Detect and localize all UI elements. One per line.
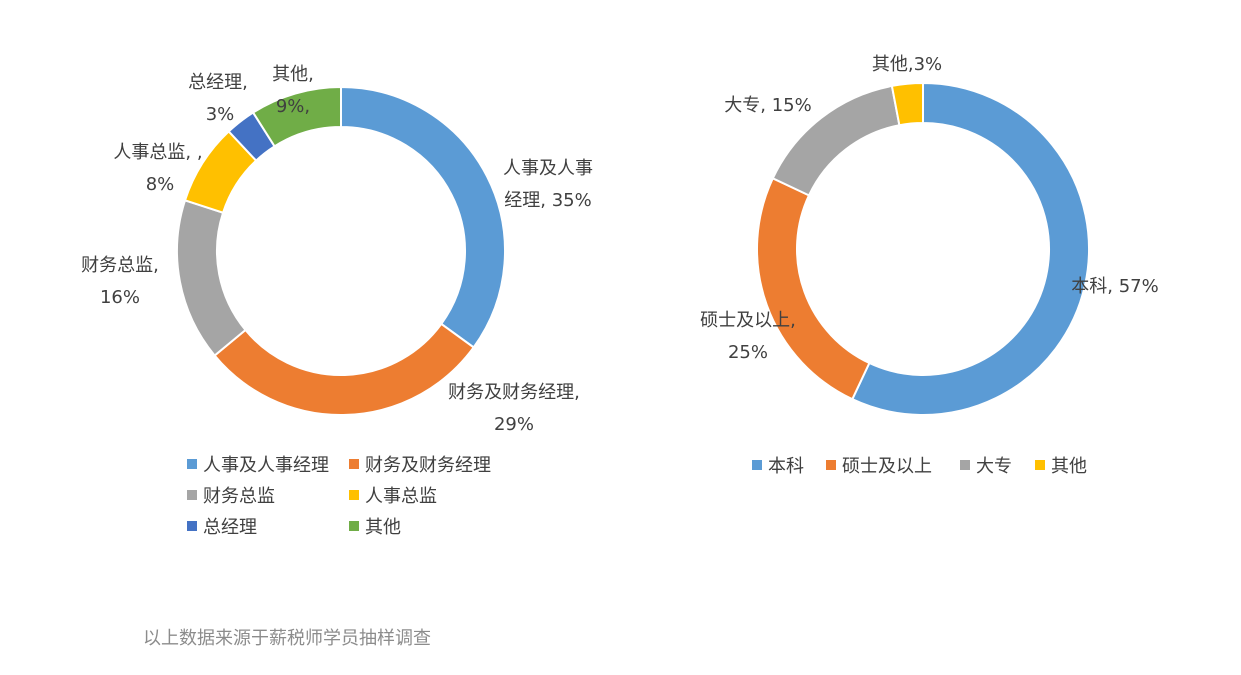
data-label-line: 总经理,: [188, 72, 248, 93]
data-label-line: 9%,: [276, 96, 310, 117]
data-label-3: 人事总监, , 8%: [113, 142, 202, 195]
legend-label: 财务及财务经理: [365, 455, 491, 476]
legend-label: 其他: [365, 517, 401, 538]
data-label-line: 8%: [146, 174, 175, 195]
data-label-1: 财务及财务经理, 29%: [448, 382, 580, 435]
legend-label: 硕士及以上: [842, 456, 932, 477]
data-label-5: 其他, 9%,: [272, 64, 314, 117]
donut-slice-1: [756, 176, 871, 401]
data-label-line: 财务及财务经理,: [448, 382, 580, 403]
data-label-line: 其他,: [272, 64, 314, 85]
legend-swatch: [960, 460, 970, 470]
right-chart-legend: 本科 硕士及以上 大专 其他: [0, 0, 1087, 477]
donut-slice-3: [890, 81, 924, 127]
legend-swatch: [187, 459, 197, 469]
legend-item: 其他: [1035, 452, 1087, 478]
data-label-line: 大专, 15%: [724, 95, 811, 116]
legend-swatch: [1035, 460, 1045, 470]
left-chart-legend: 人事及人事经理 财务及财务经理财务总监 人事总监总经理 其他: [0, 0, 491, 538]
legend-swatch: [349, 521, 359, 531]
data-label-0: 本科, 57%: [1071, 276, 1158, 297]
data-label-3: 其他,3%: [872, 54, 942, 75]
data-label-line: 16%: [100, 287, 140, 308]
donut-slice-0: [850, 81, 1090, 416]
donut-slice-5: [251, 85, 342, 148]
legend-item: 本科: [752, 452, 804, 478]
legend-item: 总经理: [187, 513, 257, 539]
legend-swatch: [349, 459, 359, 469]
legend-label: 总经理: [203, 517, 257, 538]
legend-label: 本科: [768, 456, 804, 477]
legend-item: 人事及人事经理: [187, 451, 329, 477]
data-label-line: 经理, 35%: [504, 190, 591, 211]
legend-swatch: [752, 460, 762, 470]
data-label-line: 本科, 57%: [1071, 276, 1158, 297]
legend-swatch: [349, 490, 359, 500]
legend-item: 财务及财务经理: [349, 451, 491, 477]
legend-item: 人事总监: [349, 482, 437, 508]
legend-item: 硕士及以上: [826, 452, 932, 478]
legend-label: 财务总监: [203, 486, 275, 507]
data-label-line: 财务总监,: [81, 255, 159, 276]
data-label-line: 3%: [206, 104, 235, 125]
data-label-2: 大专, 15%: [724, 95, 811, 116]
legend-label: 人事总监: [365, 486, 437, 507]
source-footnote: 以上数据来源于薪税师学员抽样调查: [143, 628, 431, 649]
data-label-line: 人事及人事: [503, 158, 593, 179]
legend-swatch: [826, 460, 836, 470]
legend-swatch: [187, 521, 197, 531]
data-label-2: 财务总监, 16%: [81, 255, 159, 308]
data-label-line: 人事总监, ,: [113, 142, 202, 163]
data-label-4: 总经理, 3%: [188, 72, 248, 125]
legend-swatch: [187, 490, 197, 500]
legend-label: 其他: [1051, 456, 1087, 477]
data-label-0: 人事及人事经理, 35%: [503, 158, 593, 211]
legend-label: 人事及人事经理: [203, 455, 329, 476]
legend-item: 大专: [960, 452, 1012, 478]
legend-label: 大专: [976, 456, 1012, 477]
data-label-line: 29%: [494, 414, 534, 435]
legend-item: 其他: [349, 513, 401, 539]
legend-item: 财务总监: [187, 482, 275, 508]
data-label-1: 硕士及以上, 25%: [700, 310, 796, 363]
data-label-line: 其他,3%: [872, 54, 942, 75]
data-label-line: 25%: [728, 342, 768, 363]
data-label-line: 硕士及以上,: [700, 310, 796, 331]
